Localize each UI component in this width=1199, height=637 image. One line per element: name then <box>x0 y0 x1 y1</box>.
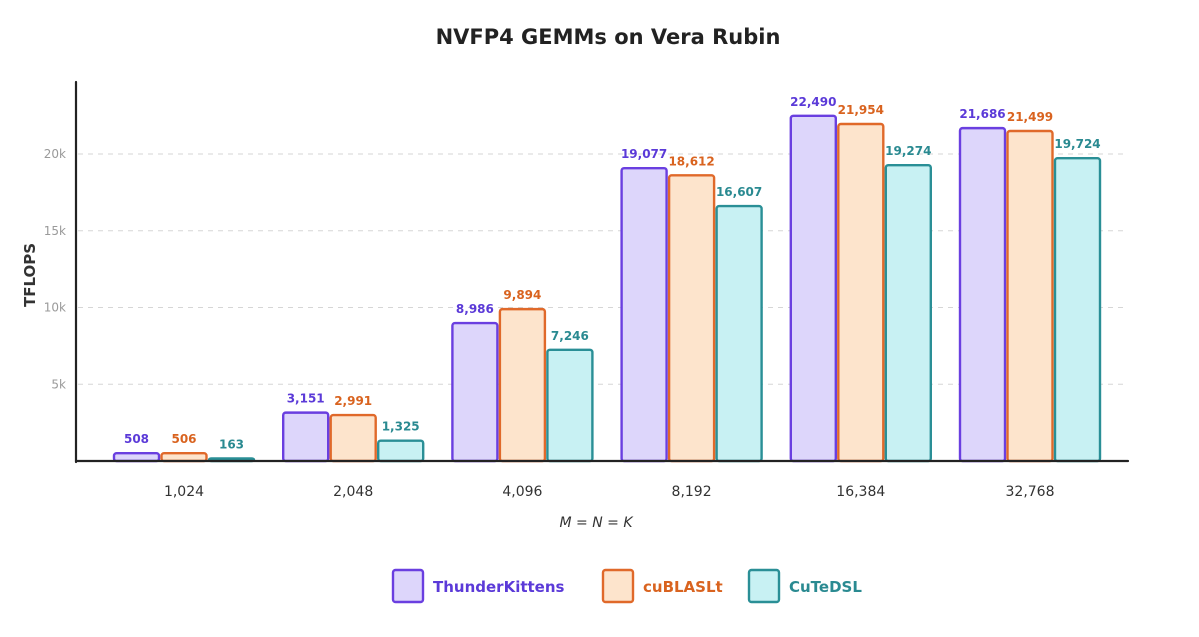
bar-cutedsl <box>715 204 763 463</box>
x-tick-label: 32,768 <box>1006 484 1055 500</box>
bar-thunderkittens <box>789 114 837 463</box>
x-tick-label: 8,192 <box>672 484 712 500</box>
y-tick-label: 20k <box>44 147 66 161</box>
data-label: 18,612 <box>668 154 714 168</box>
y-ticks: 5k 10k 15k 20k <box>44 147 66 391</box>
data-label: 9,894 <box>503 288 541 302</box>
bar-cublaslt <box>1006 129 1054 463</box>
bar-thunderkittens <box>620 166 668 463</box>
legend-label: cuBLASLt <box>643 578 723 596</box>
data-labels: 508 506 163 3,151 2,991 1,325 8,986 9,894 7,246 1… <box>124 95 1101 452</box>
data-label: 21,686 <box>959 107 1005 121</box>
legend-swatch <box>747 568 781 604</box>
data-label: 21,499 <box>1007 110 1053 124</box>
y-axis-title: TFLOPS <box>21 243 39 307</box>
data-label: 506 <box>171 432 196 446</box>
data-label: 1,325 <box>382 420 420 434</box>
bar-cublaslt <box>667 174 716 463</box>
bar-thunderkittens <box>958 126 1007 463</box>
bar-cublaslt <box>160 452 208 463</box>
legend: ThunderKittens cuBLASLt CuTeDSL <box>391 568 862 604</box>
legend-label: ThunderKittens <box>433 578 565 596</box>
legend-label: CuTeDSL <box>789 578 862 596</box>
data-label: 508 <box>124 432 149 446</box>
bar-cutedsl <box>546 348 594 463</box>
x-tick-label: 4,096 <box>502 484 542 500</box>
chart-title: NVFP4 GEMMs on Vera Rubin <box>436 25 781 49</box>
bar-thunderkittens <box>282 411 330 463</box>
x-ticks: 1,024 2,048 4,096 8,192 16,384 32,768 <box>164 484 1055 500</box>
legend-swatch <box>391 568 425 604</box>
bar-thunderkittens <box>112 452 161 463</box>
data-label: 3,151 <box>287 392 325 406</box>
bar-thunderkittens <box>451 321 499 463</box>
y-tick-label: 15k <box>44 224 66 238</box>
bars <box>112 114 1102 463</box>
data-label: 163 <box>219 437 244 451</box>
bar-cutedsl <box>377 439 425 463</box>
bar-cublaslt <box>498 307 547 463</box>
gridlines <box>78 153 1128 385</box>
bar-cutedsl <box>1053 157 1102 463</box>
data-label: 19,077 <box>621 147 667 161</box>
x-tick-label: 1,024 <box>164 484 204 500</box>
x-tick-label: 16,384 <box>836 484 885 500</box>
bar-cublaslt <box>837 122 885 463</box>
legend-swatch <box>601 568 635 604</box>
bar-cublaslt <box>329 413 377 463</box>
data-label: 16,607 <box>716 185 762 199</box>
data-label: 7,246 <box>551 329 589 343</box>
data-label: 2,991 <box>334 394 372 408</box>
y-tick-label: 10k <box>44 301 66 315</box>
data-label: 22,490 <box>790 95 836 109</box>
data-label: 19,274 <box>885 144 931 158</box>
data-label: 19,724 <box>1054 137 1100 151</box>
data-label: 21,954 <box>838 103 884 117</box>
x-tick-label: 2,048 <box>333 484 373 500</box>
y-tick-label: 5k <box>51 377 66 391</box>
data-label: 8,986 <box>456 302 494 316</box>
bar-cutedsl <box>884 163 932 463</box>
x-axis-title: M = N = K <box>560 515 635 531</box>
